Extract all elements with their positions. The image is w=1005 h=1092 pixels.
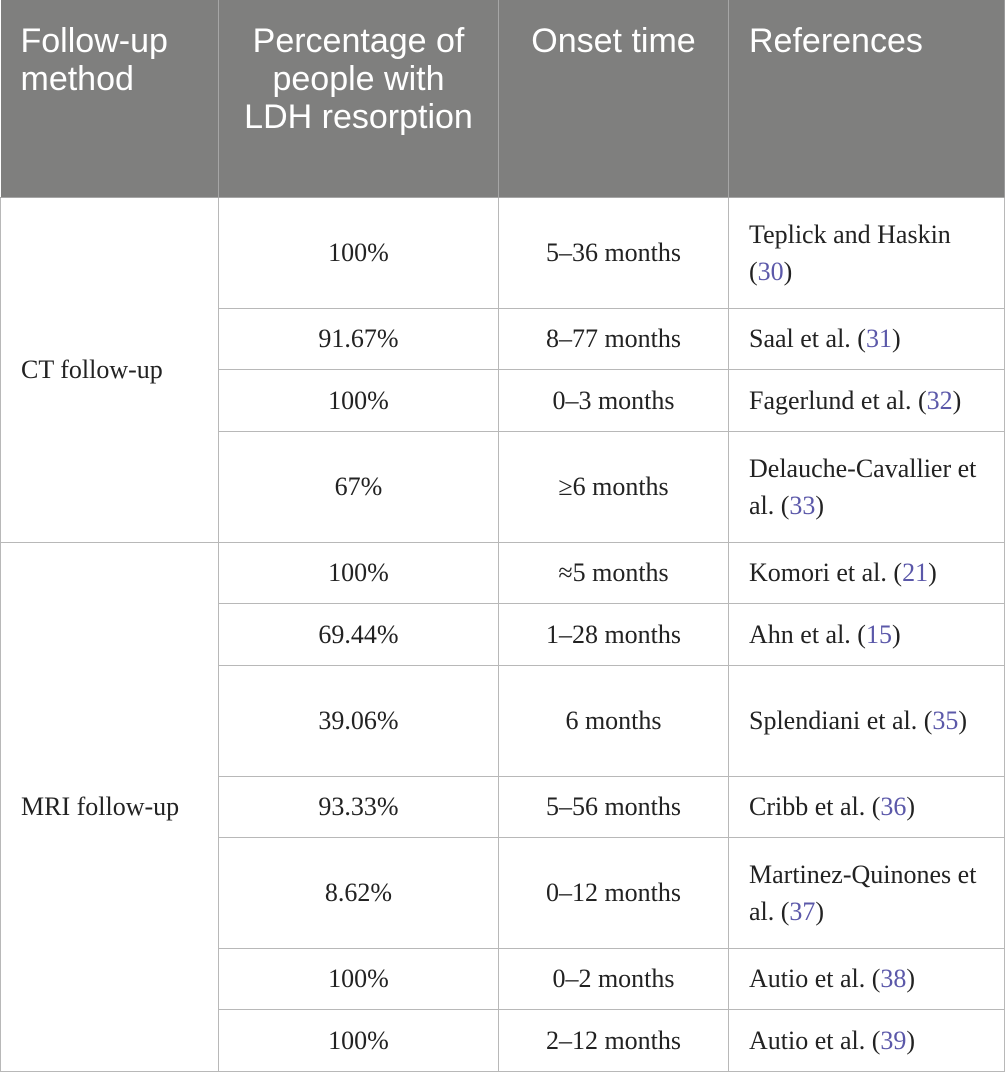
header-percentage: Percentage of people with LDH resorption	[218, 0, 499, 198]
table-body: CT follow-up 100% 5–36 months Teplick an…	[0, 196, 1005, 1072]
table-row: MRI follow-up 100% ≈5 months Komori et a…	[0, 541, 1005, 1072]
reference-text: Delauche-Cavallier et al. (	[749, 453, 977, 520]
reference-cell: Komori et al. (21)	[728, 541, 1005, 604]
reference-link[interactable]: 37	[789, 896, 816, 926]
reference-cell: Saal et al. (31)	[728, 307, 1005, 370]
reference-close: )	[815, 896, 825, 926]
header-follow-up-method: Follow-up method	[0, 0, 219, 198]
table-row: 100% 2–12 months Autio et al. (39)	[1, 1008, 1005, 1072]
reference-close: )	[815, 490, 825, 520]
reference-close: )	[958, 706, 968, 735]
group-ct-follow-up: CT follow-up	[0, 196, 219, 543]
onset-cell: 5–36 months	[498, 196, 729, 309]
percentage-cell: 100%	[218, 1008, 499, 1072]
percentage-cell: 100%	[218, 368, 499, 432]
header-references: References	[728, 0, 1005, 198]
reference-cell: Autio et al. (38)	[728, 947, 1005, 1010]
percentage-cell: 67%	[218, 430, 499, 543]
onset-cell: 2–12 months	[498, 1008, 729, 1072]
reference-close: )	[906, 1025, 916, 1055]
reference-link[interactable]: 30	[757, 256, 784, 286]
reference-link[interactable]: 39	[880, 1025, 907, 1055]
reference-text: Ahn et al. (	[749, 619, 866, 649]
reference-text: Komori et al. (	[749, 558, 903, 587]
reference-close: )	[928, 558, 937, 587]
percentage-cell: 100%	[218, 947, 499, 1010]
reference-text: Martinez-Quinones et al. (	[749, 859, 977, 926]
percentage-cell: 39.06%	[218, 664, 499, 777]
reference-text: Saal et al. (	[749, 324, 866, 353]
table-row: 91.67% 8–77 months Saal et al. (31)	[1, 307, 1005, 370]
table-header: Follow-up method Percentage of people wi…	[0, 0, 1005, 198]
onset-cell: 0–3 months	[498, 368, 729, 432]
table-row: 100% 0–3 months Fagerlund et al. (32)	[1, 368, 1005, 432]
reference-link[interactable]: 31	[865, 324, 892, 353]
onset-cell: 6 months	[498, 664, 729, 777]
group-mri-follow-up: MRI follow-up	[0, 541, 219, 1072]
percentage-cell: 100%	[218, 541, 499, 604]
reference-link[interactable]: 38	[880, 964, 907, 993]
reference-text: Cribb et al. (	[749, 792, 881, 821]
reference-link[interactable]: 15	[865, 619, 892, 649]
onset-cell: 0–12 months	[498, 836, 729, 949]
table-row: 67% ≥6 months Delauche-Cavallier et al. …	[1, 430, 1005, 543]
percentage-cell: 93.33%	[218, 775, 499, 838]
reference-close: )	[906, 964, 916, 993]
reference-close: )	[891, 619, 901, 649]
onset-cell: ≥6 months	[498, 430, 729, 543]
reference-link[interactable]: 35	[932, 706, 959, 735]
header-onset-time: Onset time	[498, 0, 729, 198]
reference-link[interactable]: 21	[902, 558, 929, 587]
percentage-cell: 100%	[218, 196, 499, 309]
percentage-cell: 69.44%	[218, 602, 499, 666]
reference-link[interactable]: 32	[926, 385, 953, 415]
percentage-cell: 91.67%	[218, 307, 499, 370]
onset-cell: 5–56 months	[498, 775, 729, 838]
table-row: 100% 0–2 months Autio et al. (38)	[1, 947, 1005, 1010]
reference-close: )	[891, 324, 901, 353]
reference-link[interactable]: 33	[789, 490, 816, 520]
onset-cell: 8–77 months	[498, 307, 729, 370]
reference-link[interactable]: 36	[880, 792, 907, 821]
onset-cell: 1–28 months	[498, 602, 729, 666]
reference-cell: Fagerlund et al. (32)	[728, 368, 1005, 432]
reference-text: Autio et al. (	[749, 1025, 881, 1055]
table-row: 8.62% 0–12 months Martinez-Quinones et a…	[1, 836, 1005, 949]
reference-close: )	[783, 256, 793, 286]
reference-cell: Splendiani et al. (35)	[728, 664, 1005, 777]
onset-cell: ≈5 months	[498, 541, 729, 604]
percentage-cell: 8.62%	[218, 836, 499, 949]
reference-text: Fagerlund et al. (	[749, 385, 927, 415]
reference-close: )	[952, 385, 962, 415]
reference-cell: Ahn et al. (15)	[728, 602, 1005, 666]
table-row: 69.44% 1–28 months Ahn et al. (15)	[1, 602, 1005, 666]
table-row: CT follow-up 100% 5–36 months Teplick an…	[0, 196, 1005, 543]
reference-text: Autio et al. (	[749, 964, 881, 993]
reference-cell: Teplick and Haskin (30)	[728, 196, 1005, 309]
onset-cell: 0–2 months	[498, 947, 729, 1010]
reference-cell: Delauche-Cavallier et al. (33)	[728, 430, 1005, 543]
reference-text: Teplick and Haskin (	[749, 219, 951, 286]
reference-close: )	[906, 792, 916, 821]
reference-cell: Autio et al. (39)	[728, 1008, 1005, 1072]
reference-cell: Cribb et al. (36)	[728, 775, 1005, 838]
reference-text: Splendiani et al. (	[749, 706, 933, 735]
reference-cell: Martinez-Quinones et al. (37)	[728, 836, 1005, 949]
